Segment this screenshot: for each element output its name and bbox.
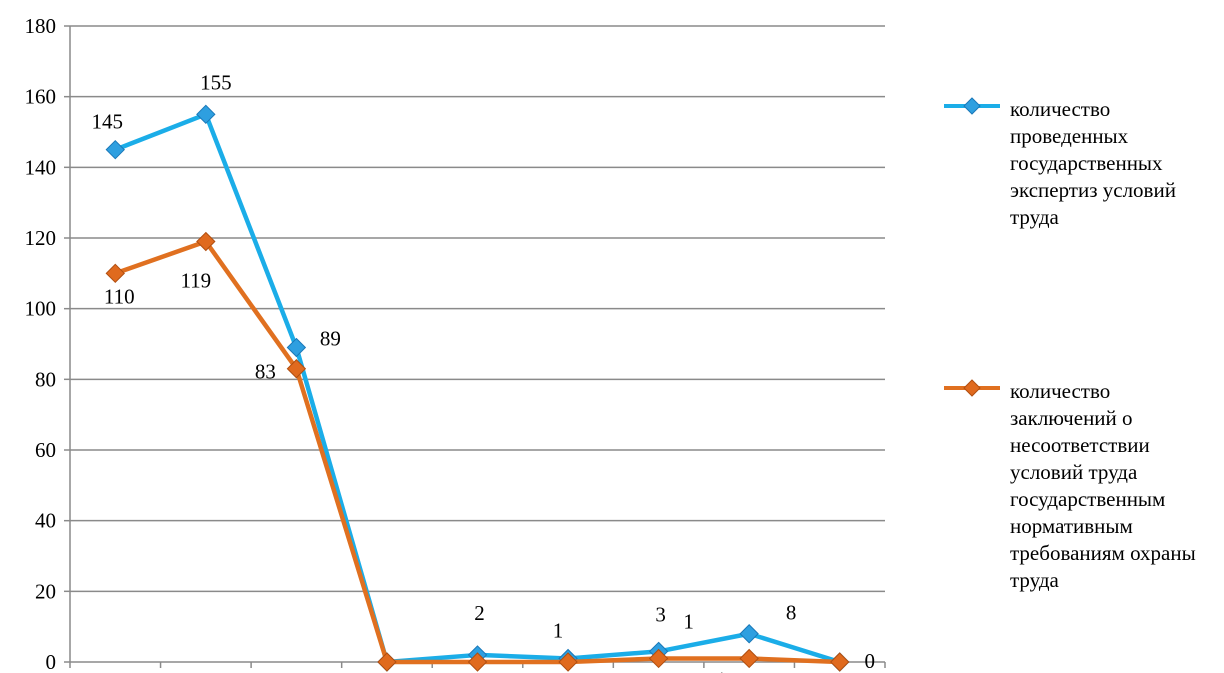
y-axis-ticks: 0 20 40 60 80 100 120 140 160 180	[25, 14, 70, 673]
series-1-marker	[105, 139, 125, 160]
data-label-series-1: 89	[320, 327, 341, 351]
legend-marker-orange	[944, 379, 1000, 397]
data-label-series-1: 0	[864, 649, 875, 673]
data-label-series-1: 155	[200, 70, 232, 94]
y-tick-label: 60	[35, 438, 56, 462]
series-1-marker	[286, 337, 307, 358]
series-line-2	[114, 239, 840, 665]
series-2-marker	[467, 652, 488, 672]
y-tick-label: 40	[35, 509, 56, 533]
series-2-marker	[105, 263, 125, 284]
data-labels: 14515589213801101198311	[92, 70, 875, 673]
series-line-1	[114, 112, 841, 665]
y-tick-label: 140	[25, 155, 57, 179]
data-label-series-1: 2	[474, 601, 485, 625]
series-2-marker	[558, 652, 578, 672]
data-label-series-2: 1	[683, 609, 694, 633]
data-label-series-1: 1	[553, 618, 564, 642]
data-label-series-1: 145	[92, 110, 124, 134]
y-tick-label: 120	[25, 226, 57, 250]
legend-marker-blue	[944, 97, 1000, 115]
y-tick-label: 20	[35, 579, 56, 603]
series-group	[105, 104, 850, 672]
series-2-marker	[739, 648, 759, 669]
series-1-marker	[739, 624, 759, 644]
y-tick-label: 160	[25, 85, 57, 109]
data-label-series-1: 3	[655, 602, 666, 626]
y-tick-label: 100	[25, 297, 57, 321]
data-label-series-2: 119	[180, 269, 211, 293]
series-2-marker	[648, 648, 669, 669]
series-2-marker	[830, 652, 850, 672]
data-label-series-2: 1	[716, 667, 727, 673]
legend-label-series-2: количество заключений о несоответствии у…	[1010, 379, 1196, 592]
series-2-marker	[377, 652, 397, 672]
series-1-marker	[196, 104, 216, 125]
data-label-series-2: 110	[104, 284, 135, 308]
data-label-series-2: 83	[255, 360, 276, 384]
series-2-marker	[196, 231, 216, 252]
x-axis-ticks: 201220132014201520162017201820192020	[69, 662, 886, 668]
y-tick-label: 80	[35, 367, 56, 391]
gridlines	[70, 25, 885, 593]
legend-label-series-1: количество проведенных государственных э…	[1010, 97, 1176, 229]
series-2-marker	[286, 359, 307, 379]
y-tick-label: 180	[25, 14, 57, 38]
data-label-series-1: 8	[786, 601, 797, 625]
y-tick-label: 0	[46, 650, 57, 673]
